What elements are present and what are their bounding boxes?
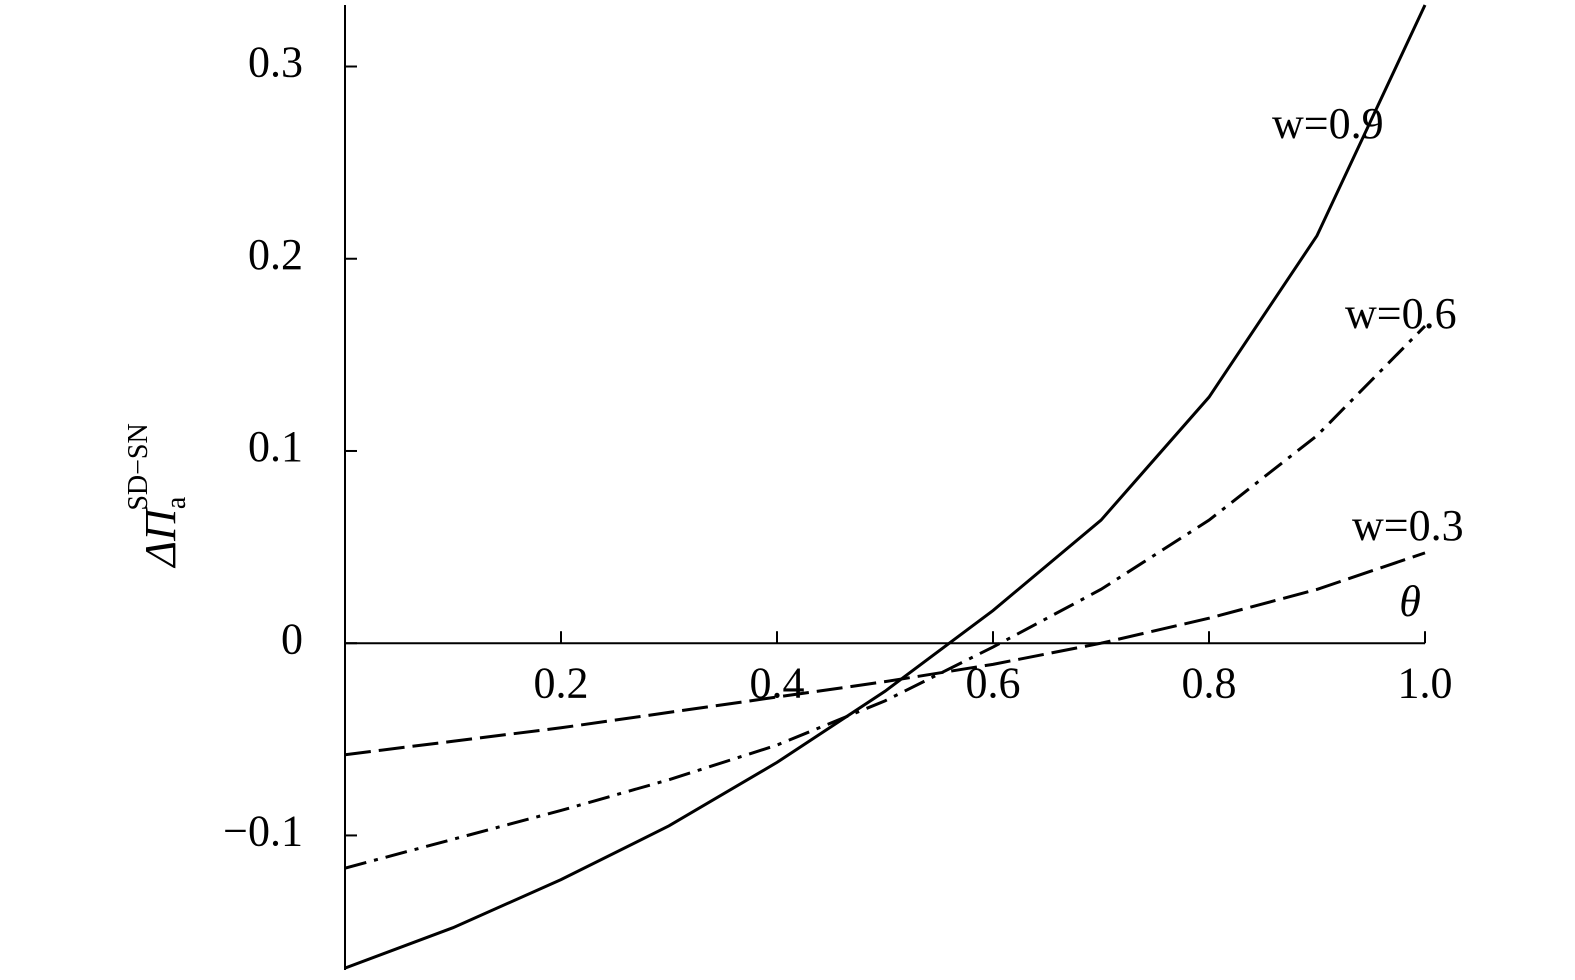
y-axis-label: ΔΠa SD−SN [123, 423, 192, 568]
y-label-base: ΔΠ [136, 507, 185, 569]
y-tick-label: 0.1 [248, 422, 303, 471]
series-line [345, 324, 1427, 870]
x-tick-label: 1.0 [1398, 658, 1453, 707]
series-label: w=0.9 [1272, 99, 1384, 148]
series-line [345, 551, 1426, 757]
y-label-sub: a [161, 496, 192, 509]
x-tick-label: 0.2 [534, 658, 589, 707]
series-label: w=0.3 [1352, 501, 1464, 550]
x-axis-label: θ [1399, 577, 1421, 626]
series-line [345, 4, 1427, 970]
y-tick-label: 0.2 [248, 230, 303, 279]
series-label: w=0.6 [1345, 289, 1457, 338]
y-label-sup: SD−SN [123, 423, 154, 510]
y-tick-label: 0.3 [248, 38, 303, 87]
x-tick-label: 0.8 [1182, 658, 1237, 707]
y-tick-label: −0.1 [223, 807, 303, 856]
y-tick-label: 0 [281, 614, 303, 663]
